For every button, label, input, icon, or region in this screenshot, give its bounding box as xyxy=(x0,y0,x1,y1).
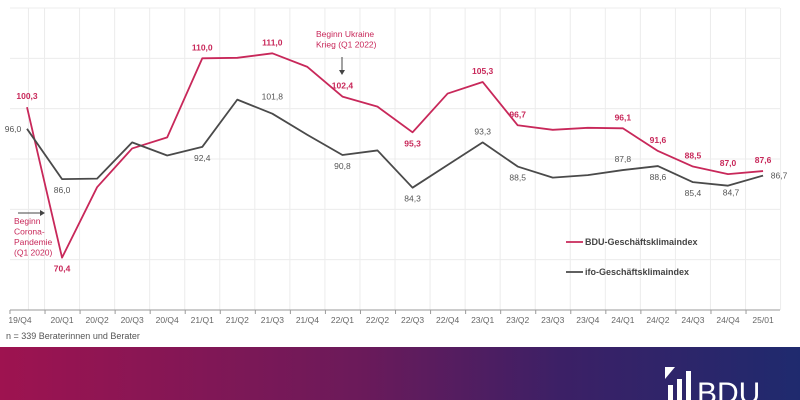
footnote: n = 339 Beraterinnen und Berater xyxy=(6,331,140,341)
x-tick-label: 23/Q4 xyxy=(576,315,599,325)
x-axis: 19/Q4 20/Q1 20/Q2 20/Q3 20/Q4 21/Q1 21/Q2 21/Q3… xyxy=(8,309,780,325)
data-label-bdu: 102,4 xyxy=(332,81,354,91)
arrow-down-icon xyxy=(339,70,345,75)
data-label-bdu: 96,7 xyxy=(509,109,526,119)
data-label-bdu: 96,1 xyxy=(615,112,632,122)
arrow-right-icon xyxy=(40,210,45,216)
grid xyxy=(10,7,782,311)
x-tick-label: 20/Q2 xyxy=(86,315,109,325)
x-tick-label: 22/Q4 xyxy=(436,315,459,325)
logo-bar-icon xyxy=(677,379,682,400)
legend-label-bdu: BDU-Geschäftsklimaindex xyxy=(585,237,698,247)
legend-label-ifo: ifo-Geschäftsklimaindex xyxy=(585,267,689,277)
series-lines xyxy=(26,52,764,259)
annotation-ukraine-text: Beginn Ukraine xyxy=(316,29,374,39)
series-line-bdu xyxy=(26,52,764,259)
logo-triangle-icon xyxy=(665,367,675,379)
data-label-bdu: 87,6 xyxy=(755,155,772,165)
x-tick-label: 22/Q1 xyxy=(331,315,354,325)
x-tick-label: 23/Q1 xyxy=(471,315,494,325)
data-label-bdu: 91,6 xyxy=(650,135,667,145)
x-tick-label: 21/Q4 xyxy=(296,315,319,325)
x-tick-label: 22/Q2 xyxy=(366,315,389,325)
data-label-bdu: 70,4 xyxy=(54,264,71,274)
data-label-bdu: 111,0 xyxy=(262,37,283,47)
data-label-ifo: 88,5 xyxy=(509,173,526,183)
x-tick-label: 20/Q4 xyxy=(156,315,179,325)
data-label-bdu: 88,5 xyxy=(685,151,702,161)
data-label-ifo: 101,8 xyxy=(262,92,284,102)
data-label-ifo: 87,8 xyxy=(615,154,632,164)
annotation-corona-text: (Q1 2020) xyxy=(14,248,52,258)
x-tick-label: 22/Q3 xyxy=(401,315,424,325)
data-label-bdu: 100,3 xyxy=(16,91,38,101)
x-tick-label: 24/Q1 xyxy=(611,315,634,325)
annotation-corona-text: Beginn xyxy=(14,216,41,226)
line-chart: 19/Q4 20/Q1 20/Q2 20/Q3 20/Q4 21/Q1 21/Q2 21/Q3… xyxy=(5,7,788,325)
data-label-ifo: 92,4 xyxy=(194,153,211,163)
x-tick-label: 21/Q2 xyxy=(226,315,249,325)
bdu-logo: BDU xyxy=(665,367,760,400)
data-label-ifo: 86,0 xyxy=(54,185,71,195)
data-label-ifo: 85,4 xyxy=(685,188,702,198)
data-label-bdu: 95,3 xyxy=(404,138,421,148)
x-tick-label: 23/Q3 xyxy=(541,315,564,325)
logo-bar-icon xyxy=(668,385,673,400)
x-tick-label: 21/Q1 xyxy=(191,315,214,325)
x-tick-label: 24/Q2 xyxy=(646,315,669,325)
annotation-ukraine-text: Krieg (Q1 2022) xyxy=(316,40,377,50)
data-label-ifo: 88,6 xyxy=(650,172,667,182)
data-label-ifo: 84,7 xyxy=(723,188,740,198)
data-label-ifo: 93,3 xyxy=(474,126,491,136)
logo-bar-icon xyxy=(686,371,691,400)
data-label-bdu: 105,3 xyxy=(472,66,494,76)
x-tick-label: 24/Q4 xyxy=(716,315,739,325)
x-tick-label: 20/Q1 xyxy=(50,315,73,325)
data-label-ifo: 84,3 xyxy=(404,194,421,204)
x-tick-label: 25/01 xyxy=(752,315,774,325)
annotation-corona-text: Pandemie xyxy=(14,237,53,247)
data-label-ifo: 90,8 xyxy=(334,161,351,171)
series-line-ifo xyxy=(26,98,764,189)
x-tick-label: 19/Q4 xyxy=(8,315,31,325)
data-label-bdu: 87,0 xyxy=(720,158,737,168)
x-tick-label: 20/Q3 xyxy=(121,315,144,325)
footer-banner: BDU xyxy=(0,347,800,400)
legend: BDU-Geschäftsklimaindex ifo-Geschäftsklim… xyxy=(566,237,698,277)
data-label-bdu: 110,0 xyxy=(192,42,213,52)
x-tick-label: 21/Q3 xyxy=(261,315,284,325)
data-label-ifo: 96,0 xyxy=(5,124,22,134)
data-labels: 100,3 70,4 110,0 111,0 102,4 95,3 105,3 96,7 96,… xyxy=(5,37,788,273)
x-tick-label: 23/Q2 xyxy=(506,315,529,325)
x-tick-label: 24/Q3 xyxy=(681,315,704,325)
logo-text: BDU xyxy=(697,377,760,400)
data-label-ifo: 86,7 xyxy=(771,171,788,181)
annotation-corona-text: Corona- xyxy=(14,227,45,237)
